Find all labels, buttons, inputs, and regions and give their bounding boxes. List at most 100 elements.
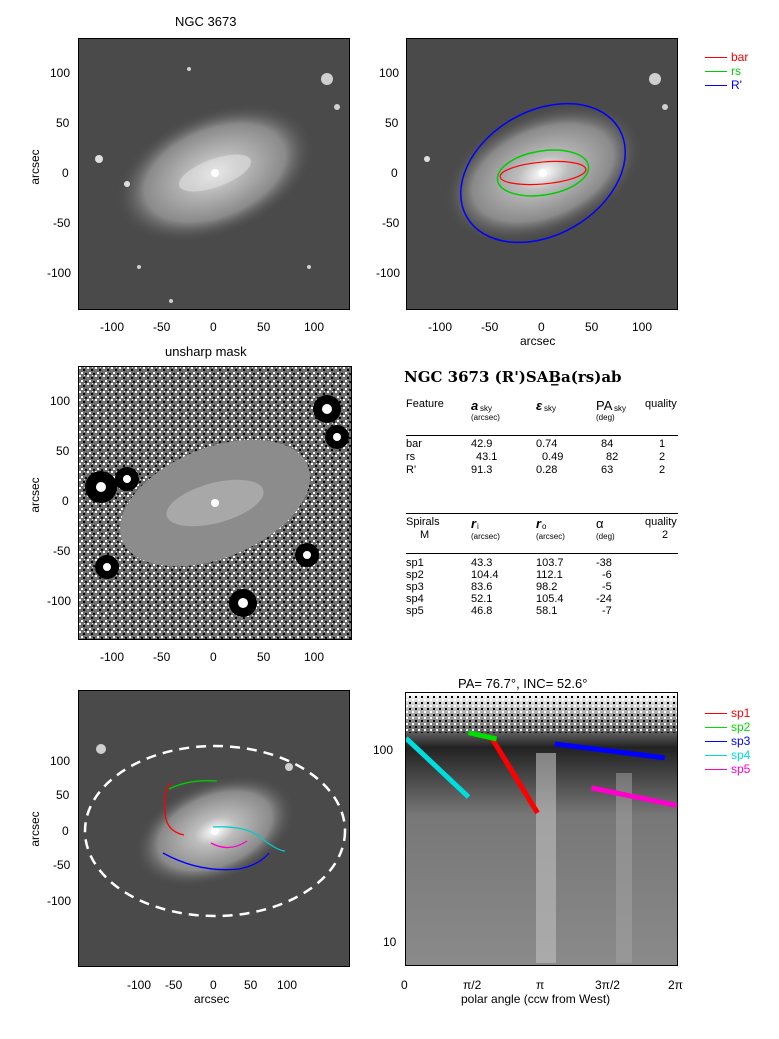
legend-item-sp3: sp3 <box>705 734 750 748</box>
panel3-ytick: -100 <box>47 594 72 608</box>
panel6-xtick: 0 <box>401 978 408 992</box>
spiral-arcs-frame <box>78 690 350 967</box>
panel6-xtick: 2π <box>668 978 683 992</box>
panel2-xtick: 0 <box>538 320 545 334</box>
polar-series-sp4 <box>406 736 471 799</box>
unsharp-mask-frame <box>78 366 352 640</box>
polar-plot-frame <box>405 692 678 966</box>
spiral-arc-sp3 <box>162 852 270 871</box>
table-row: sp1 43.3 103.7 -38 <box>406 557 612 569</box>
panel5-xlabel: arcsec <box>194 992 230 1006</box>
ellipse-fit-frame <box>406 38 678 310</box>
legend-item-outer-ring: R' <box>705 78 742 92</box>
panel6-ytick: 100 <box>373 743 394 757</box>
panel5-xtick: 0 <box>210 978 217 992</box>
panel3-ytick: -50 <box>53 544 71 558</box>
legend-item-rs: rs <box>705 64 741 78</box>
panel1-xtick: -50 <box>153 320 171 334</box>
panel5-xtick: -50 <box>165 978 183 992</box>
panel3-ytick: 50 <box>56 444 70 458</box>
panel5-ytick: -100 <box>47 894 72 908</box>
panel2-xtick: 50 <box>585 320 599 334</box>
table-row: sp4 52.1 105.4 -24 <box>406 593 612 605</box>
panel5-xtick: 50 <box>244 978 258 992</box>
spiral-arc-sp4 <box>212 826 286 852</box>
table-rule <box>406 513 678 514</box>
panel1-xtick: 50 <box>257 320 271 334</box>
panel2-ytick: 0 <box>391 166 398 180</box>
legend-item-sp2: sp2 <box>705 720 750 734</box>
legend-item-bar: bar <box>705 50 748 64</box>
panel2-xtick: 100 <box>632 320 653 334</box>
panel3-title: unsharp mask <box>165 344 247 359</box>
bar-ellipse <box>499 160 587 186</box>
panel5-ytick: 100 <box>50 754 71 768</box>
table-row: bar 42.9 0.74 84 1 <box>406 438 666 450</box>
panel1-ytick: -50 <box>53 216 71 230</box>
panel1-title: NGC 3673 <box>175 14 237 29</box>
polar-series-sp3 <box>554 741 666 761</box>
panel6-title: PA= 76.7°, INC= 52.6° <box>458 676 588 691</box>
panel2-ytick: -50 <box>382 216 400 230</box>
panel1-ylabel: arcsec <box>28 149 42 185</box>
panel3-ytick: 100 <box>50 394 71 408</box>
galaxy-image-frame <box>78 38 350 310</box>
panel1-xtick: 100 <box>304 320 325 334</box>
table-row: sp5 46.8 58.1 -7 <box>406 605 612 617</box>
panel3-xtick: 50 <box>257 650 271 664</box>
panel3-xtick: -50 <box>153 650 171 664</box>
spiral-arc-sp5 <box>210 840 248 849</box>
table-rule <box>406 435 678 436</box>
galaxy-image <box>79 39 349 309</box>
panel5-ytick: 50 <box>56 788 70 802</box>
panel5-xtick: -100 <box>127 978 152 992</box>
panel6-xtick: 3π/2 <box>595 978 620 992</box>
deprojection-ellipse <box>83 744 347 918</box>
panel1-ytick: -100 <box>47 266 72 280</box>
polar-series-sp5 <box>590 785 677 808</box>
table-rule <box>406 553 678 554</box>
panel2-ytick: -100 <box>376 266 401 280</box>
panel2-xtick: -100 <box>428 320 453 334</box>
panel5-xtick: 100 <box>277 978 298 992</box>
ellipse-fit-image <box>407 39 677 309</box>
panel6-ytick: 10 <box>383 935 397 949</box>
panel3-ytick: 0 <box>62 494 69 508</box>
panel5-ytick: 0 <box>62 824 69 838</box>
inner-ring-ellipse <box>496 149 590 197</box>
spiral-arcs-image <box>79 691 349 966</box>
polar-series-sp2 <box>467 730 498 742</box>
spiral-arc-sp1 <box>163 782 185 836</box>
panel3-ylabel: arcsec <box>28 477 42 513</box>
legend-item-sp1: sp1 <box>705 706 750 720</box>
panel2-xlabel: arcsec <box>520 334 556 348</box>
panel3-xtick: 100 <box>304 650 325 664</box>
table-row: R' 91.3 0.28 63 2 <box>406 464 666 476</box>
outer-ring-ellipse <box>459 102 627 244</box>
spiral-arc-sp2 <box>168 780 218 790</box>
table-row: sp2 104.4 112.1 -6 <box>406 569 612 581</box>
panel2-xtick: -50 <box>481 320 499 334</box>
table-heading: NGC 3673 (R')SAB̲a(rs)ab <box>404 368 622 386</box>
polar-series-sp1 <box>490 737 540 815</box>
panel3-xtick: -100 <box>100 650 125 664</box>
table-row: sp3 83.6 98.2 -5 <box>406 581 612 593</box>
panel2-ytick: 50 <box>385 116 399 130</box>
panel6-xlabel: polar angle (ccw from West) <box>461 992 611 1006</box>
panel6-xtick: π <box>536 978 545 992</box>
polar-plot-canvas <box>406 693 677 965</box>
panel1-ytick: 50 <box>56 116 70 130</box>
panel3-xtick: 0 <box>210 650 217 664</box>
panel1-xtick: 0 <box>210 320 217 334</box>
panel5-ytick: -50 <box>53 858 71 872</box>
table-row: rs 43.1 0.49 82 2 <box>406 451 666 463</box>
panel1-xtick: -100 <box>100 320 125 334</box>
panel5-ylabel: arcsec <box>28 811 42 847</box>
panel1-ytick: 0 <box>62 166 69 180</box>
panel6-xtick: π/2 <box>463 978 482 992</box>
legend-item-sp4: sp4 <box>705 748 750 762</box>
panel2-ytick: 100 <box>379 66 400 80</box>
legend-item-sp5: sp5 <box>705 762 750 776</box>
panel1-ytick: 100 <box>50 66 71 80</box>
unsharp-mask-image <box>79 367 351 639</box>
